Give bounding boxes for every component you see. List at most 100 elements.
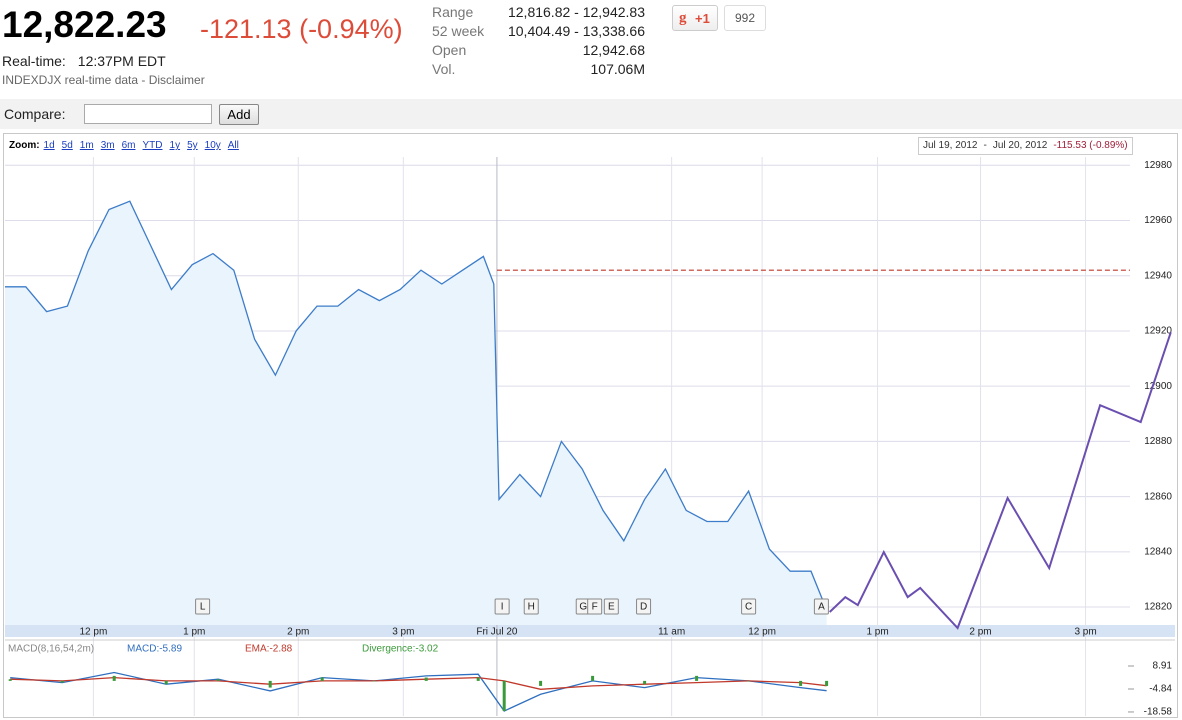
y-tick-label: 12920	[1144, 326, 1172, 337]
divergence-bar	[216, 679, 220, 681]
legend-entry: Divergence:-3.02	[362, 644, 439, 655]
news-flag-label: L	[200, 602, 206, 613]
divergence-bar	[591, 675, 595, 681]
zoom-option[interactable]: 1y	[169, 140, 181, 151]
divergence-bar	[695, 675, 699, 681]
x-tick-label: 3 pm	[1074, 627, 1096, 638]
news-flag-label: A	[818, 602, 825, 613]
indicator-line	[10, 671, 827, 712]
news-flag-label: F	[592, 602, 598, 613]
zoom-option[interactable]: All	[227, 140, 239, 151]
stat-value: 12,816.82 - 12,942.83	[507, 4, 645, 20]
zoom-option[interactable]: 10y	[204, 140, 221, 151]
zoom-option[interactable]: 5y	[187, 140, 198, 151]
zoom-option[interactable]: YTD	[142, 140, 163, 151]
zoom-option[interactable]: 5d	[61, 140, 73, 151]
legend-entry: MACD:-5.89	[127, 644, 182, 655]
x-tick-label: 11 am	[658, 627, 685, 638]
y-tick-label: 12880	[1144, 436, 1172, 447]
divergence-bar	[825, 680, 829, 686]
price-change: -121.13 (-0.94%)	[200, 14, 403, 44]
compare-label: Compare:	[4, 106, 66, 122]
news-flag-label: C	[745, 602, 752, 613]
x-tick-label: 12 pm	[748, 627, 776, 638]
divergence-bar	[539, 680, 543, 686]
divergence-bar	[643, 680, 647, 685]
zoom-option[interactable]: 1m	[79, 140, 94, 151]
zoom-label: Zoom:	[9, 140, 40, 151]
area-fill	[5, 201, 827, 625]
divergence-bar	[320, 677, 324, 681]
news-flag	[813, 598, 829, 615]
indicator-line	[10, 676, 827, 690]
y-tick-label: 12860	[1144, 491, 1172, 502]
x-tick-label: 1 pm	[866, 627, 888, 638]
stat-label: Range	[432, 4, 474, 20]
divergence-bar	[164, 680, 168, 685]
news-flag-label: D	[640, 602, 647, 613]
x-tick-label: 2 pm	[287, 627, 309, 638]
news-flag	[195, 598, 211, 615]
stat-label: Vol.	[432, 61, 456, 77]
x-tick-label: 12 pm	[80, 627, 108, 638]
news-flag-label: G	[579, 602, 587, 613]
plusone-button[interactable]: g +1	[672, 5, 718, 31]
zoom-option[interactable]: 3m	[100, 140, 115, 151]
news-flag-label: H	[528, 602, 535, 613]
divergence-bar	[268, 680, 272, 688]
divergence-bar	[476, 677, 480, 681]
price: 12,822.23	[2, 4, 167, 45]
divergence-bar	[8, 679, 12, 681]
legend-entry: EMA:-2.88	[245, 644, 293, 655]
y-tick-label: -4.84	[1149, 684, 1172, 695]
divergence-bar	[424, 677, 428, 681]
stat-value: 10,404.49 - 13,338.66	[507, 23, 645, 39]
divergence-bar	[799, 680, 803, 686]
zoom-option[interactable]: 1d	[43, 140, 55, 151]
range-change: -115.53 (-0.89%)	[1053, 140, 1128, 151]
stat-value: 107.06M	[590, 61, 645, 77]
price-line	[829, 331, 1172, 630]
divergence-bar	[747, 680, 751, 682]
data-source[interactable]: INDEXDJX real-time data - Disclaimer	[2, 73, 205, 87]
y-tick-label: 12900	[1144, 381, 1172, 392]
news-flag	[494, 598, 510, 615]
date-range: Jul 19, 2012- Jul 20, 2012 -115.53 (-0.89%…	[918, 137, 1133, 155]
x-tick-label: 3 pm	[392, 627, 414, 638]
divergence-bar	[60, 680, 64, 683]
x-tick-label: 2 pm	[969, 627, 991, 638]
news-flag	[636, 598, 652, 615]
plusone-count: 992	[724, 5, 766, 31]
compare-input[interactable]	[84, 104, 212, 124]
chart-frame	[3, 133, 1178, 718]
date-to: Jul 20, 2012	[992, 140, 1048, 151]
news-flag-label: E	[608, 602, 615, 613]
zoom-option[interactable]: 6m	[121, 140, 136, 151]
y-tick-label: -18.58	[1144, 707, 1173, 718]
y-tick-label: 12840	[1144, 546, 1172, 557]
y-tick-label: 12820	[1144, 602, 1172, 613]
stat-value: 12,942.68	[582, 42, 645, 58]
add-button[interactable]: Add	[219, 104, 259, 125]
zoom-bar: Zoom: 1d 5d 1m 3m 6m YTD 1y 5y 10y All	[9, 140, 246, 151]
news-flag	[587, 598, 603, 615]
divergence-bar	[112, 675, 116, 681]
date-from: Jul 19, 2012	[923, 140, 978, 151]
realtime-time: 12:37PM EDT	[77, 53, 166, 69]
price-line	[5, 200, 828, 611]
y-tick-label: 12980	[1144, 160, 1172, 171]
y-tick-label: 12940	[1144, 270, 1172, 281]
y-tick-label: 12960	[1144, 215, 1172, 226]
news-flag	[741, 598, 757, 615]
divergence-bar	[502, 680, 506, 711]
news-flag	[523, 598, 539, 615]
panel-title: MACD(8,16,54,2m)	[8, 644, 94, 655]
news-flag	[603, 598, 619, 615]
plusone-label: +1	[695, 11, 710, 26]
news-flag-label: I	[501, 602, 504, 613]
x-axis-band	[5, 625, 1175, 637]
realtime-label: Real-time:	[2, 53, 66, 69]
y-tick-label: 8.91	[1153, 661, 1173, 672]
